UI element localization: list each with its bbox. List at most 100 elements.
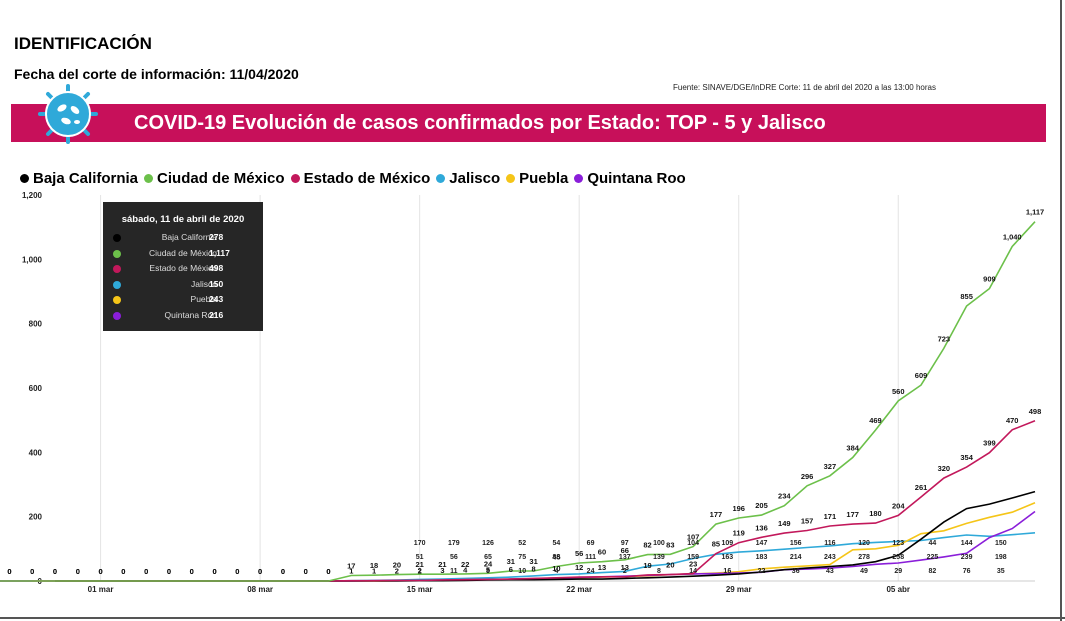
- data-label: 18: [370, 561, 378, 570]
- tooltip-row: Quintana Roo 216: [113, 310, 253, 324]
- tooltip-row: Estado de México 498: [113, 263, 253, 277]
- extra-data-label: 109: [721, 540, 733, 547]
- extra-data-label: 24: [587, 568, 595, 575]
- data-label: 327: [824, 462, 837, 471]
- data-label: 0: [7, 567, 11, 576]
- y-tick-label: 1,200: [22, 191, 43, 200]
- data-label: 8: [532, 564, 536, 573]
- data-label: 56: [575, 549, 583, 558]
- extra-data-label: 183: [756, 554, 768, 561]
- extra-data-label: 258: [892, 554, 904, 561]
- data-label: 261: [915, 483, 928, 492]
- data-label: 196: [732, 504, 745, 513]
- legend-dot: [290, 174, 300, 183]
- data-label: 13: [598, 563, 606, 572]
- data-label: 0: [190, 567, 194, 576]
- data-label: 354: [960, 453, 973, 462]
- tooltip-series-value: 216: [209, 309, 224, 320]
- extra-data-label: 88: [552, 554, 560, 561]
- data-label: 0: [30, 567, 34, 576]
- series-line-baja-california: [55, 490, 1036, 582]
- data-label: 0: [167, 567, 171, 576]
- y-tick-label: 600: [29, 384, 43, 393]
- data-label: 723: [938, 334, 951, 343]
- extra-data-label: 11: [450, 568, 458, 575]
- data-label: 1,117: [1026, 208, 1044, 217]
- extra-data-label: 278: [858, 554, 870, 561]
- legend-item: Baja California: [20, 170, 138, 187]
- data-label: 234: [778, 492, 791, 501]
- data-label: 0: [212, 567, 216, 576]
- extra-data-label: 126: [482, 540, 494, 547]
- data-label: 45: [552, 553, 560, 562]
- data-label: 157: [801, 516, 814, 525]
- extra-data-label: 82: [929, 568, 937, 575]
- data-label: 19: [643, 561, 651, 570]
- x-tick-label: 05 abr: [886, 585, 910, 594]
- data-label: 119: [733, 529, 745, 538]
- source-note: Fuente: SINAVE/DGE/InDRE Corte: 11 de ab…: [673, 83, 936, 92]
- data-label: 470: [1006, 416, 1019, 425]
- data-label: 0: [258, 567, 262, 576]
- frame-bottom-border: [0, 617, 1065, 619]
- legend-item: Quintana Roo: [574, 170, 686, 187]
- data-label: 469: [869, 416, 882, 425]
- line-chart: 01 mar 08 mar 15 mar 22 mar 29 mar 05 abr0200…: [0, 191, 1044, 594]
- extra-data-label: 139: [653, 554, 665, 561]
- tooltip-series-name: Ciudad de México: [148, 247, 217, 258]
- extra-data-label: 243: [824, 554, 836, 561]
- extra-data-label: 65: [484, 554, 492, 561]
- legend-label: Jalisco: [449, 170, 501, 187]
- data-label: 5: [486, 565, 490, 574]
- y-tick-label: 800: [29, 320, 43, 329]
- data-label: 177: [846, 510, 859, 519]
- legend-item: Estado de México: [290, 170, 430, 187]
- legend-label: Ciudad de México: [157, 170, 285, 187]
- data-label: 2: [395, 566, 399, 575]
- legend-dot: [574, 174, 584, 183]
- data-label: 0: [304, 567, 308, 576]
- legend-dot: [506, 174, 516, 183]
- extra-data-label: 179: [448, 540, 460, 547]
- cutoff-date: Fecha del corte de información: 11/04/20…: [14, 66, 299, 82]
- data-label: 0: [144, 567, 148, 576]
- legend-item: Puebla: [506, 170, 568, 187]
- extra-data-label: 4: [554, 568, 558, 575]
- data-label: 0: [76, 567, 80, 576]
- chart-legend: Baja California Ciudad de México Estado de…: [20, 170, 692, 187]
- data-label: 0: [144, 567, 148, 576]
- data-label: 0: [235, 567, 239, 576]
- data-label: 0: [76, 567, 80, 576]
- data-label: 177: [710, 510, 723, 519]
- extra-data-label: 239: [961, 554, 973, 561]
- extra-data-label: 170: [414, 540, 426, 547]
- extra-data-label: 56: [450, 554, 458, 561]
- tooltip-title: sábado, 11 de abril de 2020: [121, 214, 245, 225]
- extra-data-label: 51: [416, 554, 424, 561]
- tooltip-dot: [113, 296, 121, 304]
- data-label: 20: [393, 561, 401, 570]
- data-label: 1: [349, 567, 353, 576]
- data-label: 23: [689, 560, 697, 569]
- data-label: 0: [121, 567, 125, 576]
- y-tick-label: 400: [29, 448, 43, 457]
- extra-data-label: 36: [792, 568, 800, 575]
- tooltip-series-name: Jalisco: [191, 278, 217, 289]
- data-label: 13: [621, 563, 629, 572]
- extra-data-label: 163: [721, 554, 733, 561]
- tooltip-series-value: 278: [209, 232, 224, 242]
- extra-data-label: 111: [585, 554, 596, 561]
- legend-label: Baja California: [33, 170, 139, 187]
- x-tick-label: 08 mar: [247, 585, 273, 594]
- extra-data-label: 214: [790, 554, 802, 561]
- extra-data-label: 76: [963, 568, 971, 575]
- extra-data-label: 69: [587, 540, 595, 547]
- data-label: 31: [529, 557, 537, 566]
- extra-data-label: 10: [518, 568, 526, 575]
- data-label: 0: [98, 567, 102, 576]
- data-label: 0: [326, 567, 330, 576]
- data-label: 2: [418, 566, 422, 575]
- extra-data-label: 35: [997, 568, 1005, 575]
- tooltip-row: Jalisco 150: [113, 279, 253, 293]
- extra-data-label: 44: [929, 540, 937, 547]
